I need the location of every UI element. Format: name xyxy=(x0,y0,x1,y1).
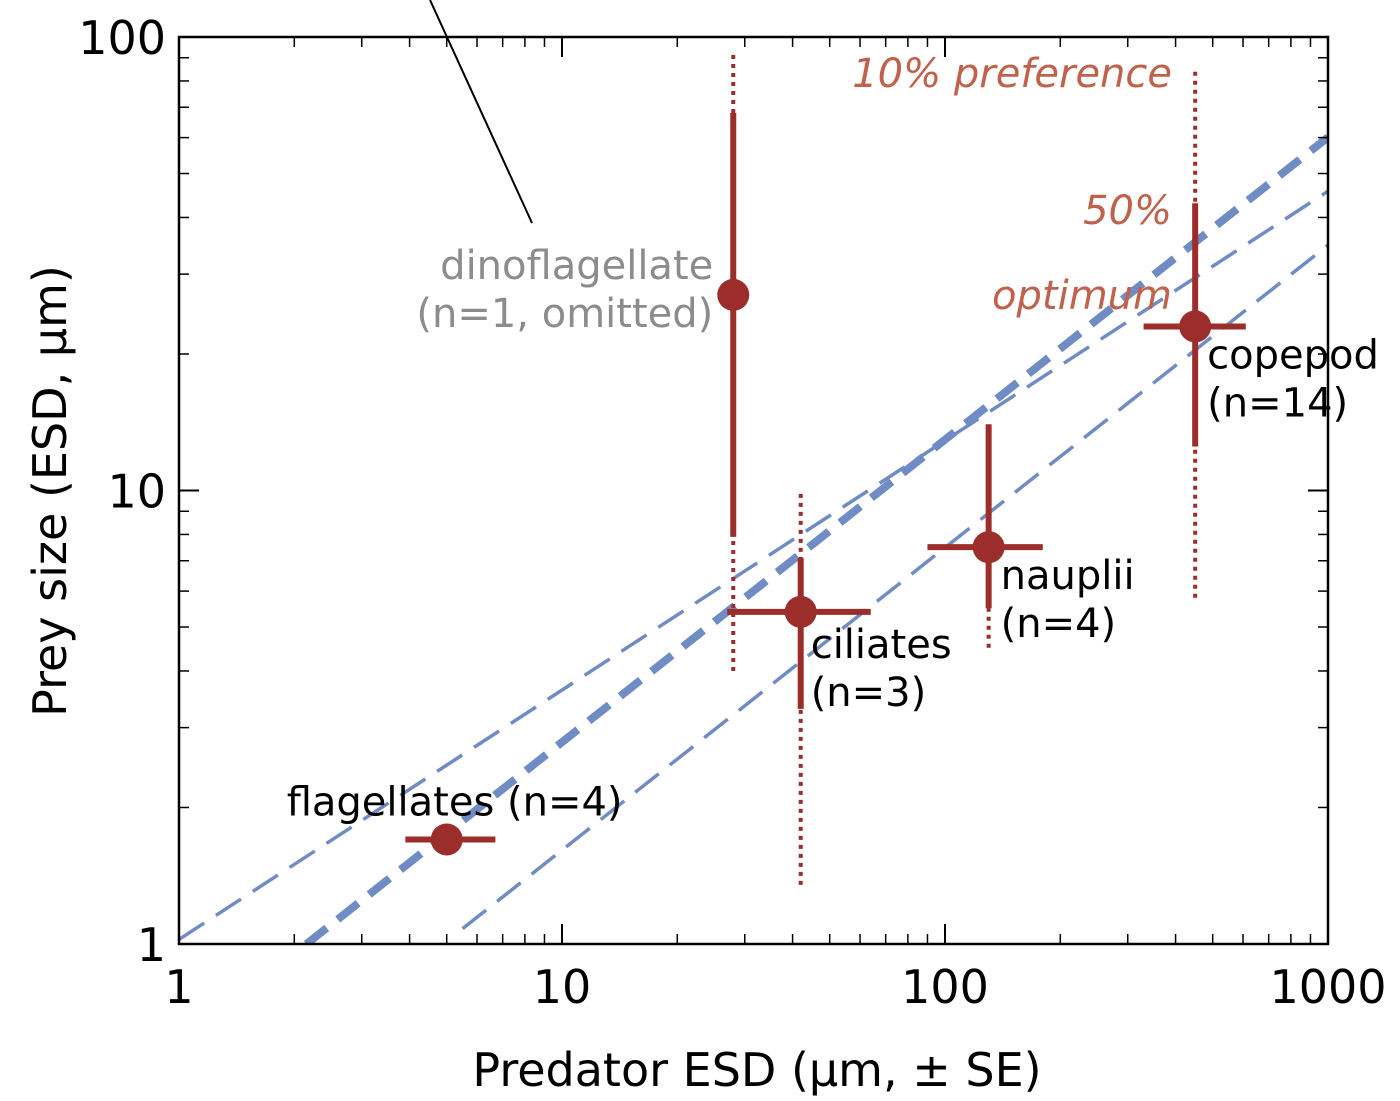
y-tick-label: 100 xyxy=(78,11,166,65)
x-tick-label: 1000 xyxy=(1269,960,1386,1014)
ciliates-point xyxy=(784,595,817,628)
copepod-count-label: (n=14) xyxy=(1207,380,1348,426)
dinoflagellate-leader-line xyxy=(429,0,533,224)
ciliates-label: ciliates xyxy=(811,622,952,668)
x-tick-label: 10 xyxy=(533,960,592,1014)
data-points xyxy=(430,278,1212,856)
pref50-label: 50% xyxy=(1083,188,1172,234)
x-tick-label: 100 xyxy=(901,960,989,1014)
reference-line-upper xyxy=(179,189,1328,941)
pref10-label: 10% preference xyxy=(852,51,1172,97)
flagellates-label: flagellates (n=4) xyxy=(287,779,623,825)
copepod-point xyxy=(1179,310,1212,343)
dinoflagellate-point xyxy=(717,278,750,311)
preference-range-bars xyxy=(731,51,1198,885)
dinoflagellate-label: dinoflagellate xyxy=(440,243,713,289)
dinoflagellate-count-label: (n=1, omitted) xyxy=(416,291,713,337)
x-tick-label: 1 xyxy=(164,960,193,1014)
error-bars xyxy=(405,112,1246,843)
x-axis-title: Predator ESD (μm, ± SE) xyxy=(472,1043,1041,1097)
reference-line-lower xyxy=(461,243,1328,931)
copepod-label: copepod xyxy=(1207,332,1379,378)
point-labels: flagellates (n=4) dinoflagellate(n=1, omi… xyxy=(287,243,1379,826)
reference-line-optimum xyxy=(303,134,1328,944)
reference-lines xyxy=(179,134,1328,944)
nauplii-point xyxy=(972,531,1005,564)
ciliates-count-label: (n=3) xyxy=(811,670,927,716)
y-tick-label: 10 xyxy=(107,465,166,519)
nauplii-label: nauplii xyxy=(1001,553,1135,599)
tick-labels: 1 10 100 1000 1 10 100 xyxy=(78,11,1386,1014)
y-axis-title: Prey size (ESD, μm) xyxy=(23,265,77,717)
flagellates-point xyxy=(430,823,463,856)
y-tick-label: 1 xyxy=(137,918,166,972)
nauplii-count-label: (n=4) xyxy=(1001,601,1117,647)
optimum-label: optimum xyxy=(992,273,1172,319)
plot-frame xyxy=(177,35,1330,946)
